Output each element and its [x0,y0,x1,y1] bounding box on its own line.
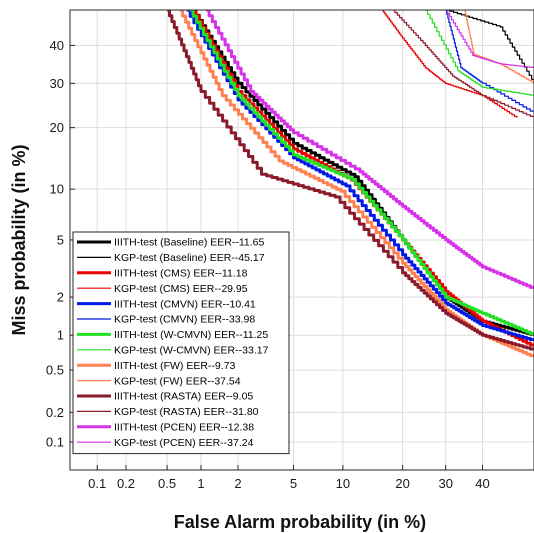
series-group [167,10,534,358]
legend-entry: IIITH-test (FW) EER--9.73 [114,360,236,372]
y-axis-label: Miss probability (in %) [9,144,29,335]
x-tick-label: 10 [336,476,350,491]
series-line-10 [167,10,534,351]
y-tick-label: 0.1 [46,434,64,449]
y-tick-label: 1 [57,328,64,343]
y-tick-label: 10 [50,182,64,197]
series-line-3 [381,10,518,118]
legend-entry: IIITH-test (PCEN) EER--12.38 [114,422,254,434]
legend-entry: KGP-test (PCEN) EER--37.24 [114,437,254,449]
legend: IIITH-test (Baseline) EER--11.65 KGP-test… [72,231,290,455]
plot-frame [69,9,534,471]
x-tick-labels: 0.1 0.2 0.5 1 2 5 10 20 30 40 [88,476,490,491]
x-tick-label: 0.2 [117,476,135,491]
legend-entry: KGP-test (FW) EER--37.54 [114,375,241,387]
legend-entry: IIITH-test (CMS) EER--11.18 [114,268,248,280]
y-tick-label: 20 [50,120,64,135]
legend-entry: KGP-test (RASTA) EER--31.80 [114,406,259,418]
x-tick-label: 20 [395,476,409,491]
legend-entry: KGP-test (CMVN) EER--33.98 [114,314,255,326]
y-tick-label: 5 [57,232,64,247]
x-tick-label: 1 [197,476,204,491]
x-tick-label: 5 [290,476,297,491]
legend-entry: IIITH-test (CMVN) EER--10.41 [114,298,256,310]
x-tick-label: 0.1 [88,476,106,491]
legend-entry: KGP-test (Baseline) EER--45.17 [114,252,265,264]
y-tick-label: 2 [57,290,64,305]
legend-entry: IIITH-test (Baseline) EER--11.65 [114,237,265,249]
legend-entry: IIITH-test (W-CMVN) EER--11.25 [114,329,268,341]
y-tick-labels: 0.1 0.2 0.5 1 2 5 10 20 30 40 [46,38,64,450]
y-tick-label: 30 [50,76,64,91]
series-line-12 [205,10,534,289]
legend-box [72,231,290,455]
y-tick-label: 0.5 [46,363,64,378]
series-line-13 [445,10,534,68]
x-tick-label: 0.5 [158,476,176,491]
series-line-5 [445,10,534,114]
series-line-7 [425,10,534,96]
x-tick-label: 2 [234,476,241,491]
series-line-6 [189,10,534,336]
legend-entry: IIITH-test (RASTA) EER--9.05 [114,391,253,403]
legend-entry: KGP-test (CMS) EER--29.95 [114,283,248,295]
legend-entry: KGP-test (W-CMVN) EER--33.17 [114,345,269,357]
y-tick-label: 40 [50,38,64,53]
series-line-11 [392,10,534,118]
x-tick-label: 40 [475,476,489,491]
x-axis-label: False Alarm probability (in %) [174,512,426,532]
y-tick-label: 0.2 [46,405,64,420]
x-tick-label: 30 [438,476,452,491]
